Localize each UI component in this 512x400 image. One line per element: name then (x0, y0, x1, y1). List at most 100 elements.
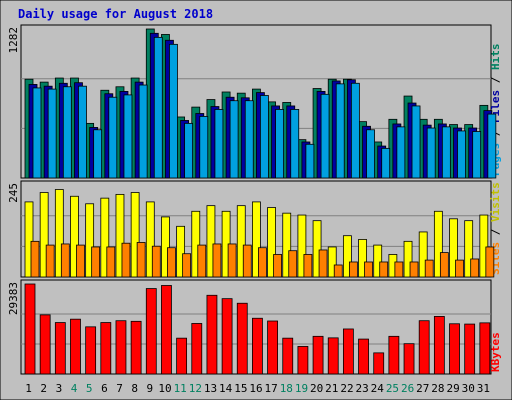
bar-sites-day-27 (424, 259, 434, 278)
bar-kbytes-day-14 (221, 298, 233, 375)
bar-kbytes-day-8 (130, 320, 142, 375)
x-tick-day-25: 25 (386, 382, 399, 395)
x-tick-day-28: 28 (431, 382, 444, 395)
bar-kbytes-day-12 (191, 323, 203, 375)
bar-visits-day-29 (449, 218, 458, 278)
bar-sites-day-10 (167, 247, 176, 278)
bar-kbytes-day-29 (449, 323, 460, 375)
bar-visits-day-2 (39, 192, 49, 278)
bar-sites-day-8 (136, 242, 146, 278)
bar-visits-day-13 (206, 205, 216, 278)
bar-pages-day-26 (411, 105, 421, 179)
bar-pages-day-24 (381, 147, 391, 179)
x-tick-day-16: 16 (249, 382, 262, 395)
bar-visits-day-23 (358, 239, 367, 278)
bar-visits-day-19 (297, 214, 307, 278)
bar-visits-day-31 (479, 214, 489, 278)
bar-sites-day-13 (212, 243, 222, 278)
bar-kbytes-day-16 (252, 317, 263, 375)
bar-pages-day-13 (214, 109, 224, 179)
bar-kbytes-day-6 (100, 322, 112, 375)
x-axis-tick-labels: 1 2 3 4 5 6 7 8 9 10 11 12 13 14 15 16 17 18 19 20 21 22 23 24 2… (25, 382, 490, 395)
bar-pages-day-12 (199, 116, 209, 179)
bar-kbytes-day-7 (115, 320, 127, 375)
x-tick-day-27: 27 (416, 382, 429, 395)
bar-sites-day-12 (197, 244, 207, 278)
bar-visits-day-17 (267, 207, 276, 278)
bar-pages-day-8 (138, 84, 148, 179)
x-tick-day-30: 30 (462, 382, 475, 395)
bar-pages-day-17 (275, 109, 284, 179)
bar-visits-day-7 (115, 193, 125, 278)
x-tick-day-26: 26 (401, 382, 414, 395)
bar-pages-day-31 (487, 113, 497, 179)
x-tick-day-22: 22 (340, 382, 353, 395)
bar-sites-day-20 (318, 249, 328, 278)
x-tick-day-17: 17 (265, 382, 278, 395)
series-legend-label: KBytes (489, 332, 502, 372)
legend-separator: / (489, 222, 502, 242)
bar-kbytes-day-3 (54, 322, 66, 375)
bar-sites-day-14 (227, 243, 237, 278)
bar-visits-day-22 (342, 235, 352, 278)
bar-sites-day-11 (182, 253, 192, 278)
bar-kbytes-day-26 (403, 343, 415, 375)
bar-sites-day-31 (485, 246, 495, 278)
bar-kbytes-day-28 (433, 316, 445, 375)
y-axis-max-label: 29383 (7, 282, 20, 315)
bar-sites-day-5 (91, 246, 101, 278)
x-tick-day-4: 4 (71, 382, 78, 395)
bar-pages-day-11 (184, 122, 194, 179)
bar-visits-day-20 (312, 220, 322, 278)
bar-sites-day-4 (76, 244, 85, 278)
bar-visits-day-18 (282, 212, 292, 278)
bar-pages-day-5 (93, 129, 103, 179)
x-tick-day-14: 14 (219, 382, 233, 395)
x-tick-day-29: 29 (446, 382, 459, 395)
bar-visits-day-6 (100, 197, 110, 278)
bar-sites-day-29 (455, 259, 464, 278)
bar-pages-day-25 (396, 126, 406, 179)
bar-sites-day-22 (348, 261, 358, 278)
bar-visits-day-8 (130, 192, 140, 278)
bar-kbytes-day-22 (342, 328, 354, 375)
legend-entry: KBytes (489, 332, 502, 372)
bar-pages-day-29 (457, 130, 466, 179)
bar-pages-day-16 (260, 95, 269, 179)
bar-kbytes-day-9 (145, 288, 157, 375)
bar-kbytes-day-21 (327, 337, 339, 375)
bar-sites-day-16 (258, 247, 267, 278)
x-tick-day-18: 18 (280, 382, 293, 395)
bar-sites-day-9 (151, 245, 161, 278)
bar-visits-day-15 (236, 205, 246, 278)
x-tick-day-15: 15 (234, 382, 247, 395)
bar-visits-day-1 (24, 201, 34, 278)
x-tick-day-8: 8 (131, 382, 138, 395)
x-tick-day-2: 2 (40, 382, 47, 395)
bar-kbytes-day-19 (297, 346, 309, 375)
bar-pages-day-15 (244, 100, 254, 179)
bar-pages-day-6 (108, 96, 118, 179)
bar-pages-day-18 (290, 109, 300, 179)
bar-sites-day-25 (394, 261, 404, 278)
bar-kbytes-day-25 (388, 335, 400, 375)
bar-pages-day-19 (305, 143, 315, 179)
bar-kbytes-day-24 (373, 352, 385, 375)
bar-sites-day-17 (273, 254, 282, 278)
bar-sites-day-19 (303, 254, 313, 278)
bar-visits-day-27 (418, 231, 428, 278)
x-tick-day-1: 1 (25, 382, 32, 395)
bar-visits-day-4 (70, 195, 79, 278)
x-tick-day-10: 10 (158, 382, 171, 395)
x-tick-day-5: 5 (86, 382, 93, 395)
bar-sites-day-28 (439, 252, 449, 278)
bar-kbytes-day-2 (39, 314, 51, 375)
bar-pages-day-20 (320, 93, 330, 179)
y-axis-max-label: 245 (7, 183, 20, 203)
bar-kbytes-day-23 (358, 338, 369, 375)
bar-kbytes-day-30 (464, 323, 476, 375)
bar-pages-day-7 (123, 94, 133, 179)
bar-pages-day-14 (229, 100, 239, 179)
